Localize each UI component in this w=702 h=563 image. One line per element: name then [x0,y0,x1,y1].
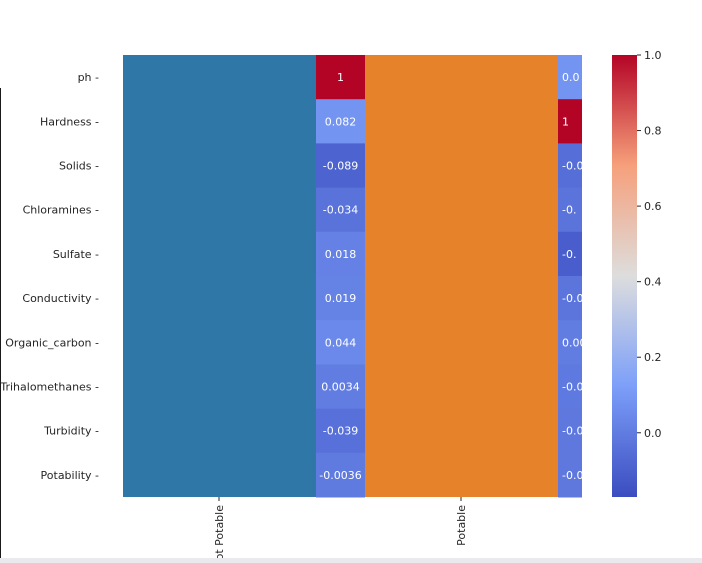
heatmap-cell [316,55,365,100]
cell-value-label: -0.0 [562,292,583,305]
window-edge-line [0,88,1,558]
heatmap-cell [558,143,582,189]
cell-value-label: -0.039 [323,425,358,438]
heatmap-cell [558,55,582,100]
row-tick-label: Potability - [41,469,99,482]
column-tick-label: Not Potable [213,505,226,563]
cell-value-label: -0.0 [562,469,583,482]
colorbar-tick-label: 0.0 [644,427,662,440]
column-tick-label: Potable [455,505,468,546]
bar-not-potable [123,55,316,497]
cell-value-label: 0.082 [325,115,357,128]
row-tick-label: Sulfate - [53,248,99,261]
cell-value-label: 0.0 [562,71,580,84]
window-bottom-strip [0,558,702,563]
heatmap-cell [558,231,582,277]
heatmap-cell [316,408,365,454]
row-tick-label: ph - [78,71,99,84]
heatmap-cell [558,187,582,233]
colorbar-tick-label: 0.2 [644,351,662,364]
cell-value-label: 0.019 [325,292,357,305]
row-tick-label: Organic_carbon - [5,336,99,349]
heatmap-cell [316,231,365,277]
colorbar-tick-label: 1.0 [644,49,662,62]
colorbar [612,55,637,497]
cell-value-label: 0.044 [325,336,357,349]
cell-value-label: -0.034 [323,204,358,217]
cell-value-label: -0. [562,204,576,217]
cell-value-label: -0.0 [562,425,583,438]
cell-value-label: -0.0 [562,381,583,394]
heatmap-cell [558,452,582,498]
heatmap-cell [558,364,582,410]
heatmap-cell [558,408,582,454]
heatmap-cell [316,320,365,365]
row-tick-label: Chloramines - [23,204,99,217]
row-tick-label: Turbidity - [43,425,99,438]
row-tick-label: Hardness - [40,115,99,128]
colorbar-tick-label: 0.4 [644,276,662,289]
heatmap-cell [316,143,365,189]
cell-value-label: -0.0036 [319,469,361,482]
heatmap-cell [558,99,582,144]
heatmap-cell [558,320,582,365]
heatmap-cell [316,452,365,498]
row-tick-label: Solids - [59,160,99,173]
cell-value-label: 0.018 [325,248,357,261]
cell-value-label: -0. [562,248,576,261]
cell-value-label: -0.0 [562,160,583,173]
heatmap-cell [316,364,365,410]
row-tick-label: Conductivity - [22,292,99,305]
row-tick-label: Trihalomethanes - [0,381,99,394]
heatmap-cell [558,276,582,321]
cell-value-label: 0.00 [562,336,587,349]
cell-value-label: 0.0034 [321,381,360,394]
bar-potable [365,55,558,497]
cell-value-label: 1 [337,71,344,84]
heatmap-cell [316,99,365,144]
colorbar-tick-label: 0.8 [644,125,662,138]
heatmap-cell [316,276,365,321]
heatmap-cell [316,187,365,233]
cell-value-label: 1 [562,115,569,128]
colorbar-tick-label: 0.6 [644,200,662,213]
cell-value-label: -0.089 [323,160,358,173]
